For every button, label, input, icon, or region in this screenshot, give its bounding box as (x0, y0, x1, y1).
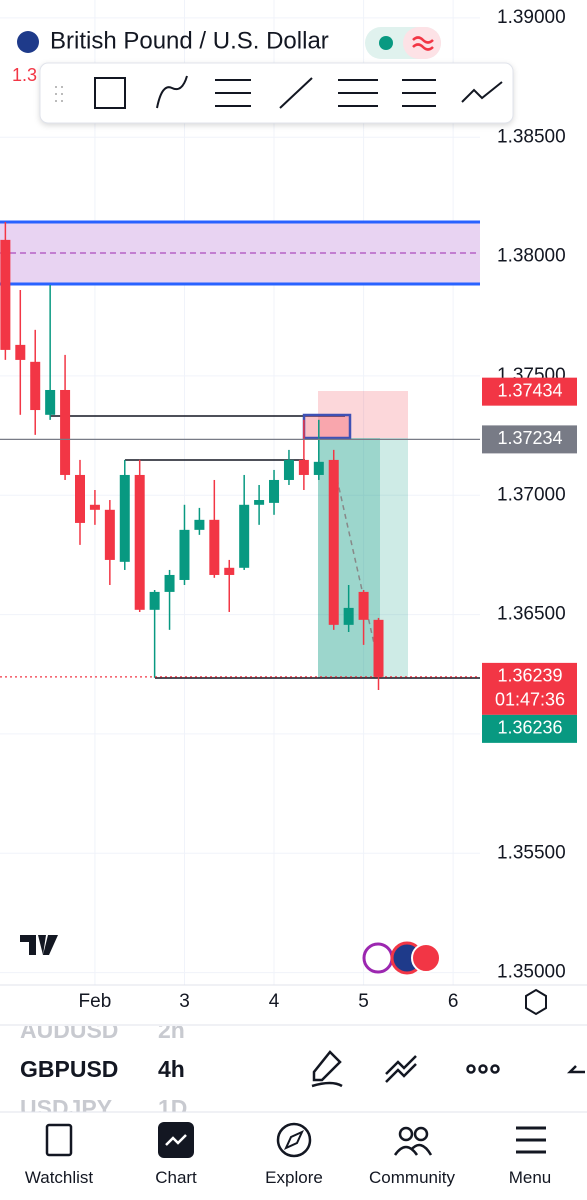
tool-fib[interactable] (215, 79, 251, 107)
candle-body (30, 361, 41, 411)
x-tick-label: 4 (269, 991, 280, 1012)
nav-item[interactable]: Watchlist (24, 1168, 94, 1187)
candle-body (179, 529, 190, 580)
x-axis-band (0, 985, 587, 1025)
price-label-box (482, 662, 577, 715)
status-wave (412, 36, 434, 51)
candle-body (313, 461, 324, 475)
x-tick-label: 5 (358, 991, 369, 1012)
chart-icon-line (165, 1134, 187, 1146)
status-dot (379, 36, 393, 50)
candle-body (283, 459, 294, 480)
x-tick-label: 3 (179, 991, 190, 1012)
chart: 1.390001.385001.380001.375001.370001.365… (0, 0, 587, 1025)
candle-body (74, 474, 85, 523)
candle-body (164, 574, 175, 592)
tool-lines[interactable] (338, 79, 378, 107)
y-tick-label: 1.39000 (497, 7, 566, 28)
candle-body (209, 519, 220, 575)
interval[interactable]: 1D (158, 1095, 188, 1112)
candle-body (298, 459, 309, 475)
price-label-box (482, 714, 577, 743)
nav-item[interactable]: Explore (265, 1168, 323, 1187)
y-tick-label: 1.35000 (497, 962, 566, 983)
candle-body (0, 239, 11, 350)
price-label: 1.36236 (497, 718, 562, 738)
price-label-box (482, 377, 577, 406)
candle-body (269, 479, 280, 503)
projection (334, 469, 381, 671)
candle-body (60, 389, 71, 475)
highlight-box (302, 413, 352, 440)
y-tick-label: 1.36500 (497, 604, 566, 625)
toolbar-icons (55, 75, 503, 109)
tv-logo (20, 935, 58, 955)
candle-body (104, 509, 115, 560)
y-tick-label: 1.35500 (497, 842, 566, 863)
price-label: 1.37434 (497, 380, 562, 400)
y-tick-label: 1.38000 (497, 246, 566, 267)
interval[interactable]: 4h (158, 1056, 185, 1082)
candle-body (194, 519, 205, 530)
flag-icon (17, 31, 39, 53)
symbol-list: AUDUSD 2h GBPUSD 4h USDJPY 1D (0, 1026, 587, 1112)
menu-icon[interactable] (516, 1126, 546, 1154)
symbol-title: British Pound / U.S. Dollar (50, 27, 329, 54)
community-icon[interactable] (393, 1126, 433, 1156)
price-label: 1.36239 (497, 666, 562, 686)
price-label: 1.37234 (497, 428, 562, 448)
y-tick-label: 1.37000 (497, 484, 566, 505)
price-fragment: 1.3 (12, 65, 37, 85)
nav-item[interactable]: Menu (508, 1168, 552, 1187)
candle-body (119, 474, 130, 562)
symbol[interactable]: AUDUSD (20, 1026, 119, 1043)
tool-pattern[interactable] (402, 79, 436, 107)
x-tick-label: Feb (79, 991, 112, 1012)
settings-icon[interactable] (525, 988, 547, 1016)
tool-trend[interactable] (279, 77, 313, 109)
icon (362, 942, 394, 974)
candle-body (15, 344, 26, 360)
candle-body (254, 500, 265, 505)
tool-forecast[interactable] (461, 81, 503, 103)
chart-icon[interactable] (158, 1122, 194, 1158)
target-zone-filled (318, 438, 380, 678)
candle-body (149, 591, 160, 610)
candle-body (373, 619, 384, 677)
tool-path[interactable] (156, 75, 188, 109)
candle-body (239, 504, 250, 568)
x-tick-label: 6 (448, 991, 459, 1012)
candle-body (89, 504, 100, 510)
candle-body (45, 389, 56, 415)
icon (411, 943, 441, 973)
drawing-toolbar (39, 62, 514, 124)
explore-needle (283, 1129, 305, 1151)
interval[interactable]: 2h (158, 1026, 185, 1043)
countdown: 01:47:36 (495, 690, 565, 710)
nav-item[interactable]: Community (369, 1168, 455, 1187)
y-tick-label: 1.38500 (497, 126, 566, 147)
tool-rect[interactable] (94, 77, 126, 109)
symbol[interactable]: GBPUSD (20, 1056, 119, 1082)
price-label-box (482, 425, 577, 454)
candle-body (134, 474, 145, 610)
status-pill (403, 27, 441, 59)
candle-body (328, 459, 339, 625)
candle-body (343, 607, 354, 625)
candle-body (358, 591, 369, 620)
candle-body (224, 567, 235, 575)
symbol[interactable]: USDJPY (20, 1095, 113, 1112)
watchlist-icon[interactable] (45, 1123, 73, 1157)
explore-icon[interactable] (276, 1122, 312, 1158)
nav-item[interactable]: Chart (155, 1168, 197, 1187)
